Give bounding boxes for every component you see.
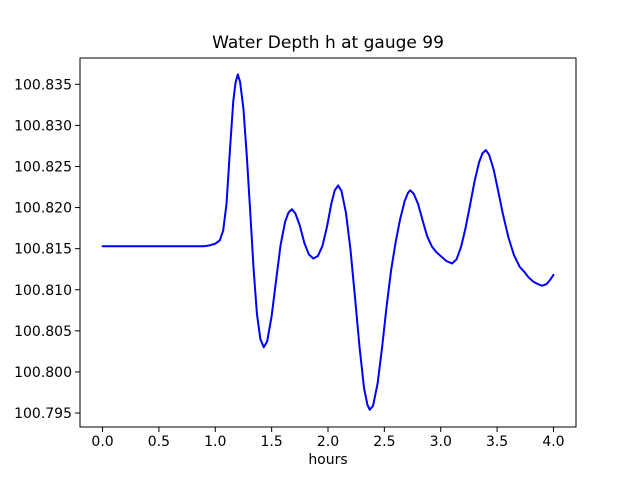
x-tick-label: 2.0 — [317, 434, 339, 450]
x-tick-label: 2.5 — [373, 434, 395, 450]
y-tick-label: 100.835 — [14, 77, 72, 93]
data-line-water-depth — [101, 73, 555, 411]
chart-title: Water Depth h at gauge 99 — [212, 33, 444, 53]
y-tick-label: 100.825 — [14, 159, 72, 175]
x-tick-label: 3.5 — [486, 434, 508, 450]
y-tick-label: 100.805 — [14, 324, 72, 340]
y-tick-label: 100.820 — [14, 201, 72, 217]
x-tick-label: 0.0 — [91, 434, 113, 450]
y-tick-label: 100.800 — [14, 365, 72, 381]
x-tick-label: 1.0 — [204, 434, 226, 450]
x-tick-label: 0.5 — [148, 434, 170, 450]
y-axis-ticks: 100.795 100.800 100.805 100.810 100.815 100.8… — [14, 77, 80, 422]
y-tick-label: 100.810 — [14, 283, 72, 299]
x-axis-ticks: 0.0 0.5 1.0 1.5 2.0 2.5 3.0 3.5 4.0 — [91, 427, 565, 450]
y-tick-label: 100.830 — [14, 118, 72, 134]
plot-frame — [79, 57, 577, 428]
y-tick-label: 100.815 — [14, 242, 72, 258]
x-tick-label: 3.0 — [430, 434, 452, 450]
y-tick-label: 100.795 — [14, 406, 72, 422]
x-tick-label: 4.0 — [542, 434, 564, 450]
x-axis-label: hours — [308, 452, 347, 468]
x-tick-label: 1.5 — [261, 434, 283, 450]
